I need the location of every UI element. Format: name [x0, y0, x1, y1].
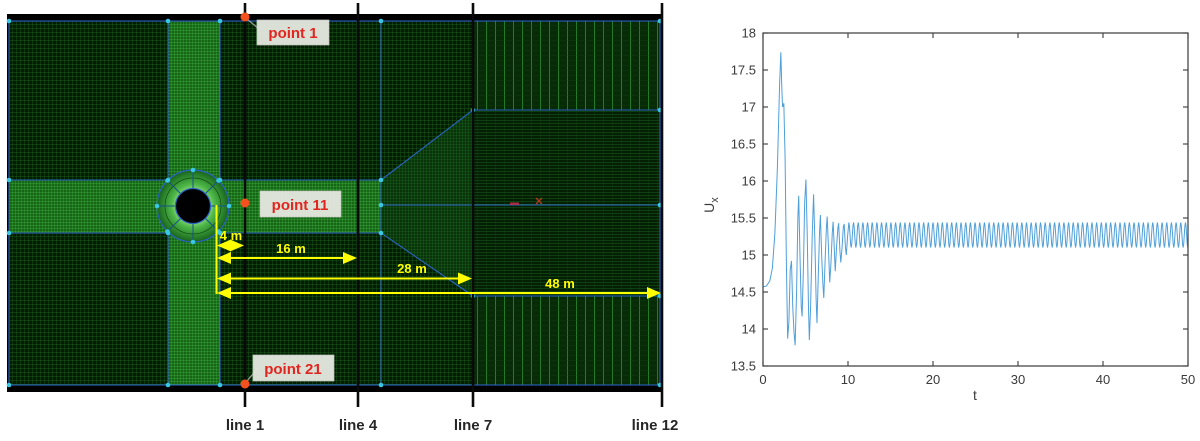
line-labels: line 1 line 4 line 7 line 12	[226, 417, 679, 434]
probe-points: point 1 point 11 point 21	[240, 12, 342, 389]
mesh-right-wake-block	[473, 110, 660, 296]
chart-axes-box	[762, 32, 1189, 367]
svg-text:18: 18	[742, 26, 756, 41]
svg-text:15: 15	[742, 248, 756, 263]
svg-text:17.5: 17.5	[731, 63, 756, 78]
wake-probe-marks	[510, 197, 543, 205]
mesh-right-top-block	[473, 21, 660, 110]
point-11-label: point 11	[272, 197, 329, 214]
distance-annotations: 4 m 16 m 28 m 48 m	[215, 205, 661, 299]
cylinder-ogrid	[156, 169, 230, 243]
svg-text:16.5: 16.5	[731, 137, 756, 152]
x-axis-label: t	[973, 387, 977, 403]
svg-text:15.5: 15.5	[731, 211, 756, 226]
svg-text:17: 17	[742, 100, 756, 115]
probe-point-1	[240, 12, 250, 22]
probe-point-11	[240, 198, 250, 208]
line-1-label: line 1	[226, 417, 264, 434]
distance-label-4m: 4 m	[220, 228, 242, 243]
svg-text:10: 10	[841, 372, 855, 387]
svg-text:20: 20	[926, 372, 940, 387]
svg-text:0: 0	[759, 372, 766, 387]
y-axis-label: Ux	[701, 197, 721, 213]
line-12-label: line 12	[632, 417, 679, 434]
velocity-series-line	[762, 52, 1189, 346]
svg-text:30: 30	[1011, 372, 1025, 387]
distance-label-16m: 16 m	[276, 241, 306, 256]
line-7-label: line 7	[454, 417, 492, 434]
cylinder-body	[174, 187, 212, 225]
svg-text:16: 16	[742, 174, 756, 189]
svg-text:14.5: 14.5	[731, 285, 756, 300]
line-4-label: line 4	[339, 417, 378, 434]
velocity-time-chart: 0 10 20 30 40 50 13.5 14 14.5 15 15.5 16 16.5 17 17.5 1…	[701, 26, 1196, 404]
mesh-panel: 4 m 16 m 28 m 48 m point 1 point 11 poin…	[6, 3, 679, 434]
point-1-label: point 1	[268, 25, 317, 42]
svg-text:14: 14	[742, 322, 756, 337]
chart-ticks: 0 10 20 30 40 50 13.5 14 14.5 15 15.5 16 16.5 17 17.5 1…	[731, 26, 1196, 388]
distance-label-28m: 28 m	[397, 261, 427, 276]
distance-label-48m: 48 m	[545, 276, 575, 291]
mesh-right-bottom-block	[473, 296, 660, 385]
svg-text:40: 40	[1096, 372, 1110, 387]
mesh-wake-expansion-block	[381, 110, 473, 296]
probe-point-21	[240, 379, 250, 389]
svg-text:13.5: 13.5	[731, 359, 756, 374]
point-21-label: point 21	[264, 361, 322, 378]
svg-text:50: 50	[1181, 372, 1195, 387]
